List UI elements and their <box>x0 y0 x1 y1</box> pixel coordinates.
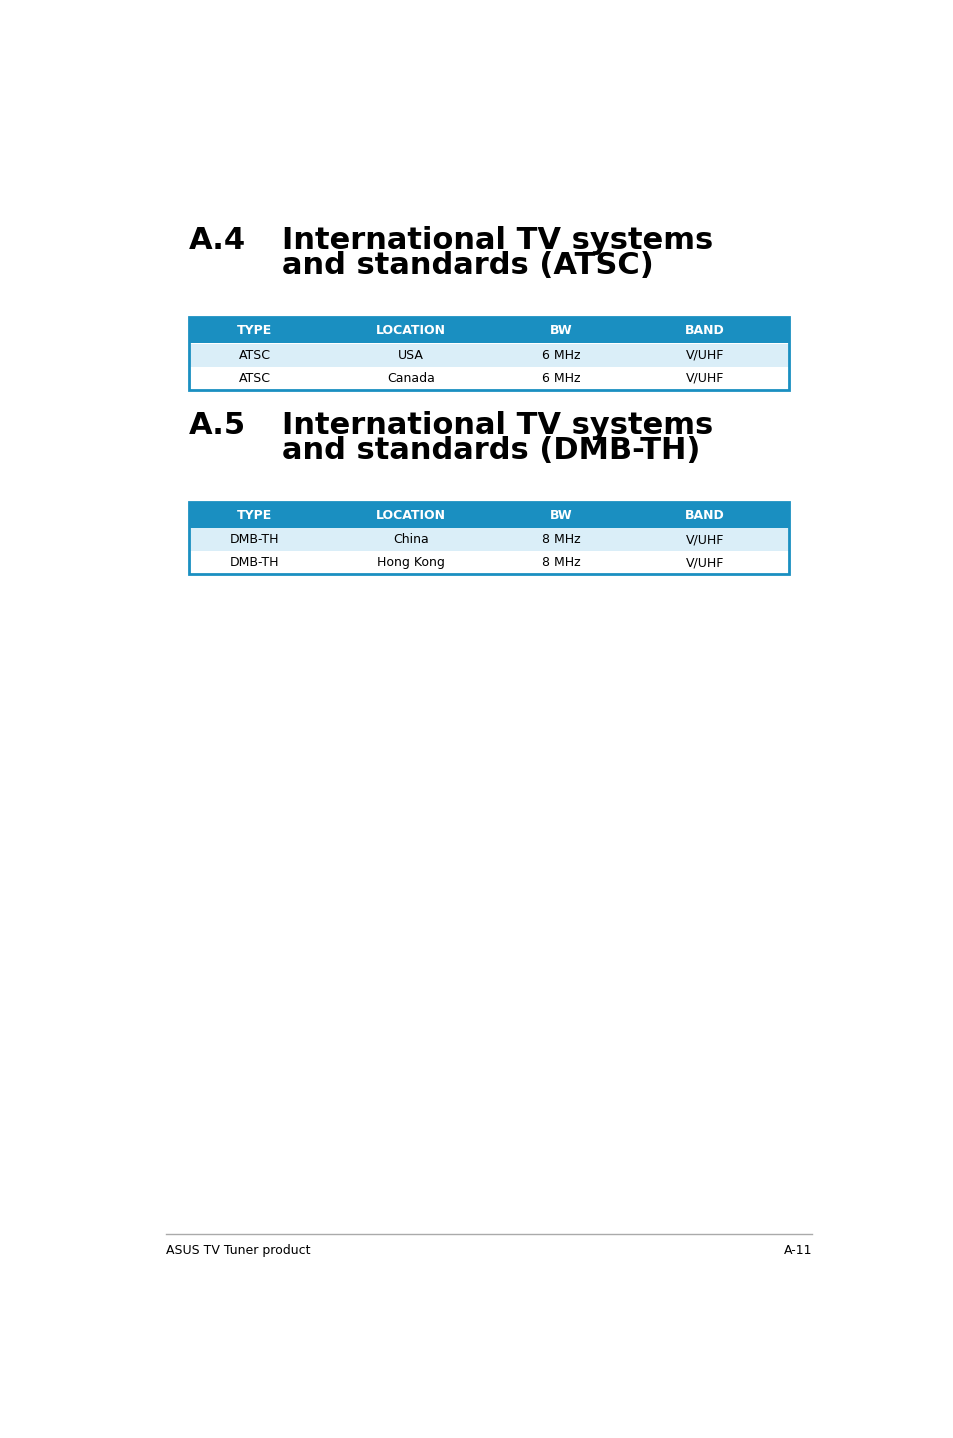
Text: A-11: A-11 <box>782 1244 811 1257</box>
Text: ASUS TV Tuner product: ASUS TV Tuner product <box>166 1244 310 1257</box>
Text: DMB-TH: DMB-TH <box>230 557 279 569</box>
Bar <box>500 318 620 344</box>
Text: Hong Kong: Hong Kong <box>376 557 444 569</box>
Text: BW: BW <box>549 509 572 522</box>
Text: International TV systems: International TV systems <box>282 411 713 440</box>
Text: A.4: A.4 <box>189 226 246 256</box>
Bar <box>500 528 620 551</box>
Text: BAND: BAND <box>684 509 724 522</box>
Text: ATSC: ATSC <box>239 371 271 384</box>
Text: Canada: Canada <box>387 371 435 384</box>
Text: and standards (DMB-TH): and standards (DMB-TH) <box>282 436 700 464</box>
Text: 6 MHz: 6 MHz <box>541 371 579 384</box>
Bar <box>320 502 500 528</box>
Bar <box>320 318 500 344</box>
Bar <box>620 318 788 344</box>
Bar <box>620 551 788 575</box>
Text: International TV systems: International TV systems <box>282 226 713 256</box>
Bar <box>189 318 320 344</box>
Bar <box>189 528 320 551</box>
Text: TYPE: TYPE <box>237 509 273 522</box>
Text: LOCATION: LOCATION <box>375 324 445 336</box>
Text: V/UHF: V/UHF <box>685 533 723 546</box>
Text: ATSC: ATSC <box>239 348 271 361</box>
Bar <box>189 502 320 528</box>
Bar <box>500 344 620 367</box>
Text: V/UHF: V/UHF <box>685 557 723 569</box>
Text: TYPE: TYPE <box>237 324 273 336</box>
Text: 6 MHz: 6 MHz <box>541 348 579 361</box>
Bar <box>189 502 788 575</box>
Text: 8 MHz: 8 MHz <box>541 557 579 569</box>
Text: V/UHF: V/UHF <box>685 371 723 384</box>
Bar <box>189 367 320 390</box>
Text: China: China <box>393 533 428 546</box>
Bar <box>620 502 788 528</box>
Bar <box>500 551 620 575</box>
Text: and standards (ATSC): and standards (ATSC) <box>282 252 653 280</box>
Text: LOCATION: LOCATION <box>375 509 445 522</box>
Text: DMB-TH: DMB-TH <box>230 533 279 546</box>
Bar <box>500 502 620 528</box>
Bar <box>320 551 500 575</box>
Text: 8 MHz: 8 MHz <box>541 533 579 546</box>
Bar <box>620 344 788 367</box>
Bar <box>320 528 500 551</box>
Bar <box>500 367 620 390</box>
Bar <box>189 344 320 367</box>
Text: A.5: A.5 <box>189 411 246 440</box>
Text: V/UHF: V/UHF <box>685 348 723 361</box>
Bar <box>620 367 788 390</box>
Text: USA: USA <box>397 348 423 361</box>
Bar <box>320 367 500 390</box>
Bar <box>189 551 320 575</box>
Text: BAND: BAND <box>684 324 724 336</box>
Bar <box>620 528 788 551</box>
Bar <box>189 318 788 390</box>
Bar <box>320 344 500 367</box>
Text: BW: BW <box>549 324 572 336</box>
